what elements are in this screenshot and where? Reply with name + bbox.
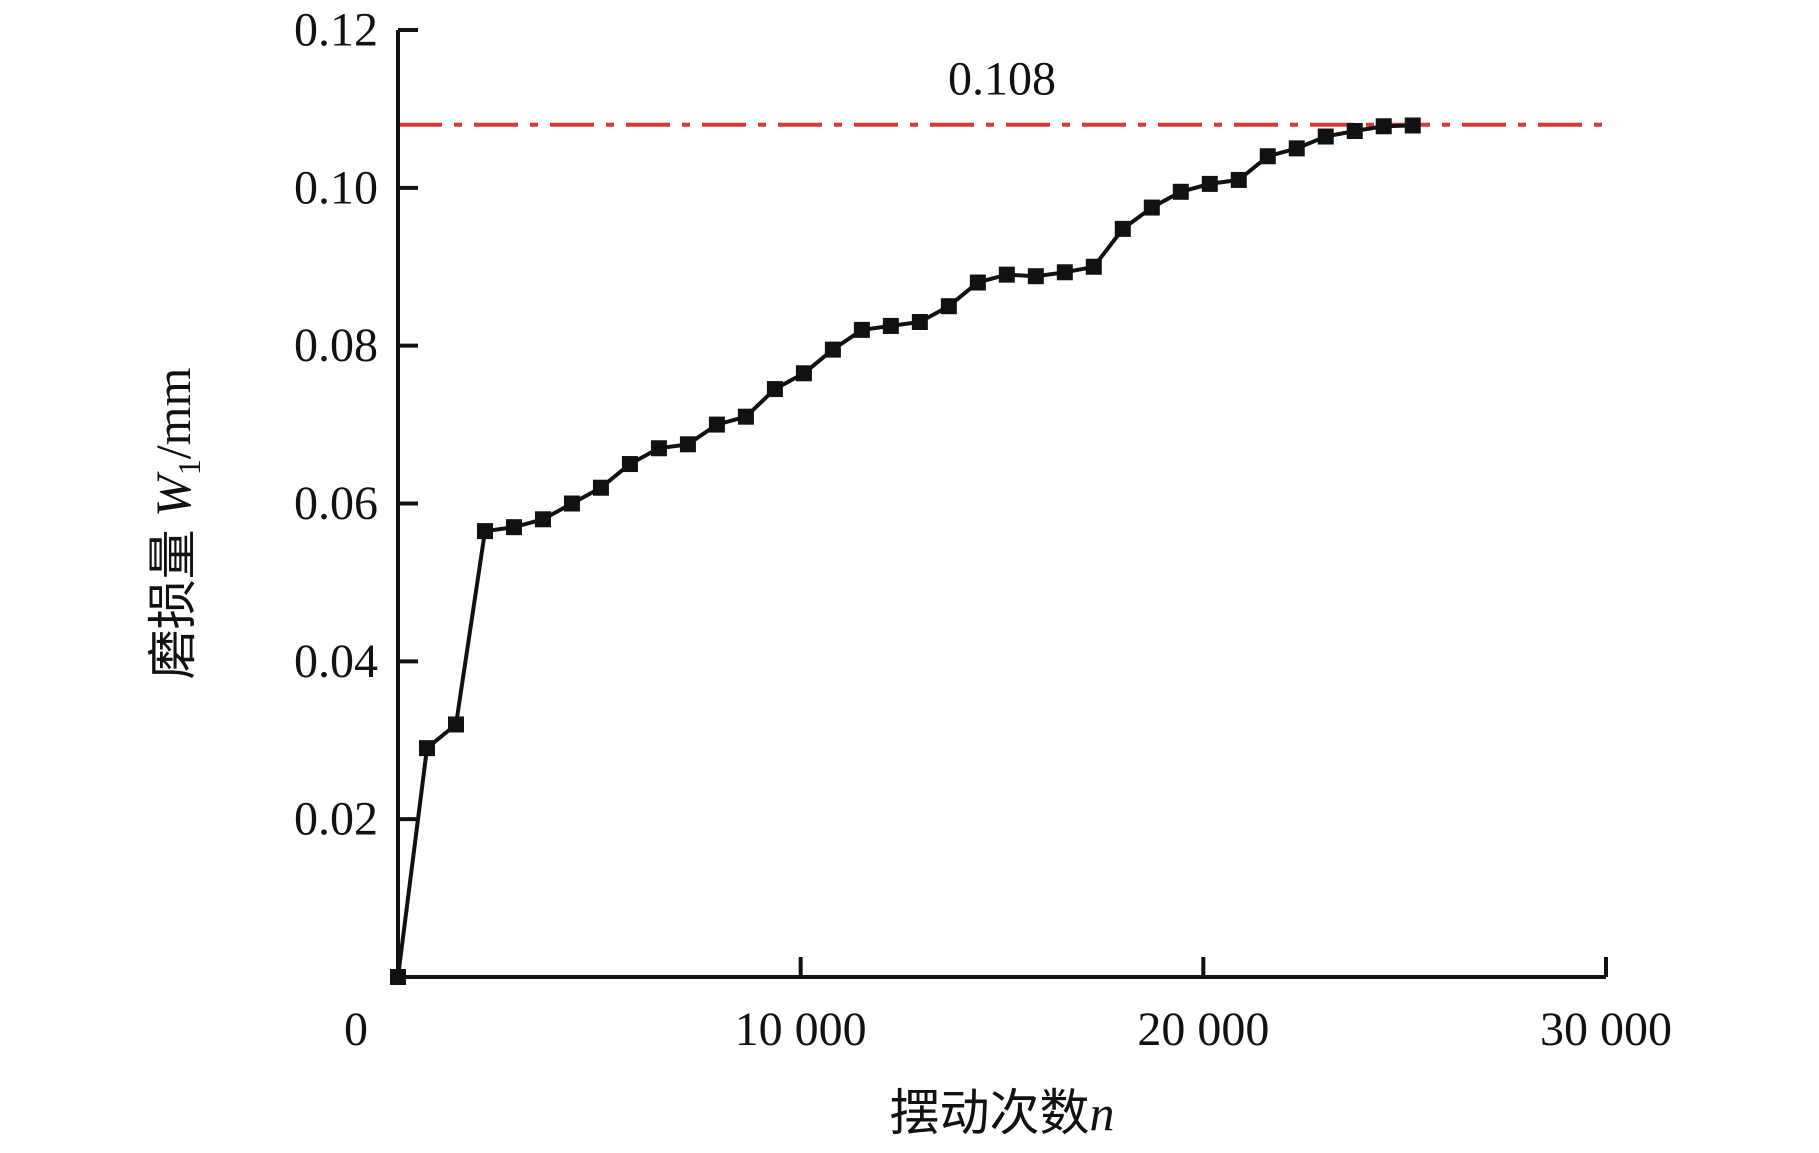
data-point — [1259, 148, 1276, 165]
data-point — [505, 519, 522, 536]
y-axis-title-text: 磨损量 — [145, 529, 201, 679]
data-point — [911, 313, 928, 330]
y-tick-label: 0.06 — [294, 477, 378, 530]
x-tick-label: 0 — [344, 1003, 368, 1056]
data-point — [795, 365, 812, 382]
x-axis-title: 摆动次数n — [890, 1085, 1115, 1141]
data-point — [390, 969, 406, 985]
data-point — [1230, 171, 1247, 188]
data-point — [679, 436, 696, 453]
data-point — [592, 479, 609, 496]
data-point — [447, 716, 464, 733]
axes — [396, 28, 1608, 979]
series-line — [396, 123, 1413, 978]
data-point — [1375, 118, 1392, 135]
y-axis-title: 磨损量 W1/mm — [145, 367, 207, 679]
data-point — [766, 381, 783, 398]
data-point — [708, 416, 725, 433]
data-point — [1114, 220, 1131, 237]
y-axis-title-unit: /mm — [145, 367, 201, 459]
data-point — [621, 456, 638, 473]
y-axis-title-space — [145, 517, 201, 530]
series-group — [390, 117, 1421, 985]
data-point — [1056, 264, 1073, 281]
data-point — [1404, 117, 1421, 134]
data-point — [563, 495, 580, 512]
x-axis-title-var: n — [1090, 1085, 1115, 1141]
data-point — [534, 511, 551, 528]
data-point — [969, 274, 986, 291]
data-point — [476, 523, 493, 540]
y-tick-label: 0.08 — [294, 319, 378, 372]
data-point — [882, 317, 899, 334]
data-point — [1172, 183, 1189, 200]
x-tick-label: 20 000 — [1137, 1003, 1269, 1056]
data-point — [1085, 258, 1102, 275]
data-point — [650, 440, 667, 457]
reference-line-label: 0.108 — [948, 53, 1056, 106]
x-tick-label: 10 000 — [735, 1003, 867, 1056]
data-point — [1143, 199, 1160, 216]
data-point — [1288, 140, 1305, 157]
x-tick-label: 30 000 — [1540, 1003, 1672, 1056]
labels: 0.108 0.02 0.04 0.06 0.08 0.10 0.12 0 10 000 20 0… — [145, 4, 1672, 1142]
data-point — [418, 740, 435, 757]
y-tick-label: 0.02 — [294, 793, 378, 846]
y-tick-label: 0.04 — [294, 635, 378, 688]
data-point — [1317, 128, 1334, 145]
data-point — [1346, 123, 1363, 140]
data-point — [824, 341, 841, 358]
data-point — [940, 298, 957, 315]
y-axis-title-sub: 1 — [171, 459, 207, 475]
y-tick-label: 0.10 — [294, 161, 378, 214]
data-point — [737, 408, 754, 425]
data-point — [998, 266, 1015, 283]
data-point — [853, 321, 870, 338]
data-point — [1027, 268, 1044, 285]
y-tick-label: 0.12 — [294, 4, 378, 57]
data-point — [1201, 175, 1218, 192]
x-axis-title-text: 摆动次数 — [890, 1085, 1090, 1141]
y-axis-title-var: W — [145, 471, 201, 517]
